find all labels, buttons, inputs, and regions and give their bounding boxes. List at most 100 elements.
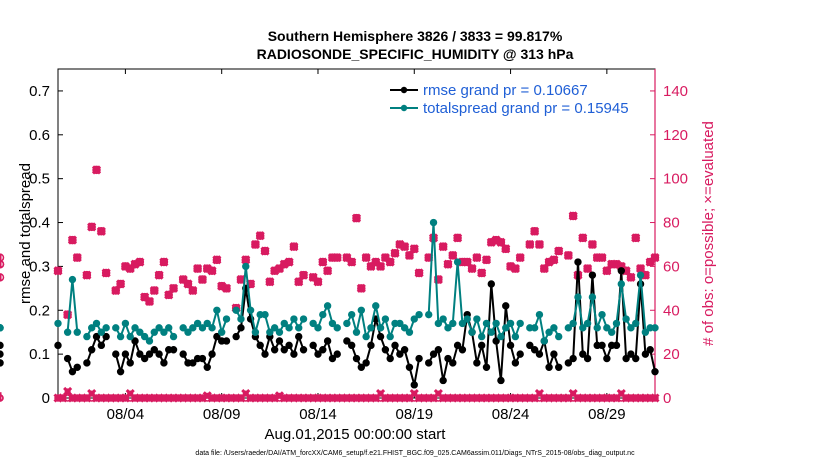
possible-obs-marker — [554, 246, 563, 256]
rmse-legend-label: rmse grand pr = 0.10667 — [423, 82, 588, 99]
totalspread-point — [367, 324, 375, 332]
evaluated-obs-zero-marker — [486, 393, 496, 403]
possible-obs-marker — [0, 259, 5, 269]
totalspread-point — [434, 319, 443, 328]
totalspread-point — [266, 328, 274, 336]
possible-obs-marker — [535, 240, 544, 249]
rmse-point — [376, 332, 385, 341]
possible-obs-marker — [159, 257, 169, 267]
possible-obs-marker — [265, 277, 275, 287]
rmse-point — [425, 359, 433, 367]
totalspread-point — [237, 315, 245, 323]
totalspread-legend-label: totalspread grand pr = 0.15945 — [423, 100, 629, 117]
possible-obs-marker — [602, 266, 612, 276]
evaluated-obs-marker — [135, 257, 145, 267]
possible-obs-marker — [467, 264, 477, 273]
totalspread-point — [275, 328, 284, 336]
possible-obs-marker — [371, 257, 381, 267]
possible-obs-marker — [323, 266, 332, 276]
x-tick-label: 08/04 — [107, 406, 145, 423]
possible-obs-marker — [540, 264, 549, 273]
possible-obs-marker — [178, 275, 188, 284]
y-right-tick-label: 100 — [663, 171, 688, 188]
totalspread-point — [198, 324, 207, 332]
evaluated-obs-marker — [631, 233, 641, 243]
totalspread-point — [213, 306, 221, 314]
possible-obs-marker — [477, 268, 486, 278]
rmse-point — [477, 341, 486, 350]
totalspread-point — [68, 275, 77, 284]
possible-obs-marker — [482, 255, 491, 265]
possible-obs-marker — [255, 231, 265, 240]
totalspread-point — [651, 324, 659, 332]
possible-obs-marker — [650, 253, 660, 262]
totalspread-point — [444, 324, 452, 332]
totalspread-point — [357, 306, 366, 314]
totalspread-point — [155, 324, 163, 332]
possible-obs-marker — [313, 277, 323, 287]
rmse-point — [429, 350, 438, 358]
rmse-point — [651, 367, 659, 376]
possible-obs-marker — [0, 253, 5, 262]
possible-obs-marker — [645, 257, 655, 267]
possible-obs-marker — [410, 244, 419, 254]
totalspread-point — [270, 324, 279, 332]
totalspread-point — [381, 315, 390, 323]
possible-obs-marker — [352, 213, 361, 223]
possible-obs-marker — [588, 240, 597, 249]
possible-obs-marker — [53, 266, 63, 276]
rmse-point — [270, 346, 279, 354]
totalspread-point — [222, 315, 231, 323]
possible-obs-marker — [366, 262, 376, 271]
totalspread-point — [487, 328, 496, 336]
rmse-point — [473, 359, 481, 367]
rmse-point — [232, 332, 240, 341]
y-right-tick-label: 80 — [663, 215, 680, 232]
totalspread-point — [449, 319, 457, 328]
totalspread-point — [425, 310, 433, 319]
totalspread-point — [497, 332, 505, 341]
rmse-point — [439, 376, 447, 385]
plot-frame — [57, 68, 656, 399]
possible-obs-marker — [583, 264, 592, 273]
evaluated-obs-marker — [356, 283, 366, 293]
possible-obs-marker — [381, 253, 390, 262]
rmse-point — [641, 350, 650, 358]
possible-obs-marker — [260, 246, 270, 256]
possible-obs-marker — [294, 277, 303, 287]
totalspread-point — [410, 315, 418, 323]
rmse-point — [83, 359, 91, 367]
rmse-point — [545, 363, 553, 371]
possible-obs-marker — [101, 268, 111, 278]
totalspread-point — [140, 332, 149, 341]
evaluated-obs-marker — [568, 211, 578, 221]
evaluated-obs-marker — [477, 268, 487, 278]
possible-obs-marker — [63, 310, 72, 319]
totalspread-point — [261, 310, 269, 319]
totalspread-point — [550, 324, 558, 332]
rmse-point — [367, 341, 375, 350]
evaluated-obs-marker — [284, 257, 294, 267]
rmse-point — [333, 350, 341, 358]
x-tick-label: 08/14 — [299, 406, 337, 423]
rmse-point — [434, 346, 443, 354]
evaluated-obs-marker — [554, 246, 564, 256]
rmse-point — [579, 350, 587, 358]
rmse-point — [280, 346, 288, 354]
evaluated-obs-marker — [67, 235, 78, 245]
totalspread-point — [131, 324, 139, 332]
rmse-point — [405, 363, 414, 371]
possible-obs-marker — [472, 253, 482, 262]
totalspread-point — [217, 328, 226, 336]
totalspread-point — [208, 324, 216, 332]
y-left-tick-label: 0.6 — [29, 127, 50, 144]
rmse-point — [102, 332, 110, 341]
possible-obs-marker — [376, 262, 385, 271]
possible-obs-marker — [357, 284, 366, 293]
totalspread-point — [160, 328, 168, 336]
totalspread-point — [189, 324, 197, 332]
evaluated-obs-marker — [87, 222, 97, 232]
y-right-tick-label: 120 — [663, 127, 688, 144]
rmse-point — [627, 350, 635, 358]
x-tick-label: 08/19 — [396, 406, 434, 423]
